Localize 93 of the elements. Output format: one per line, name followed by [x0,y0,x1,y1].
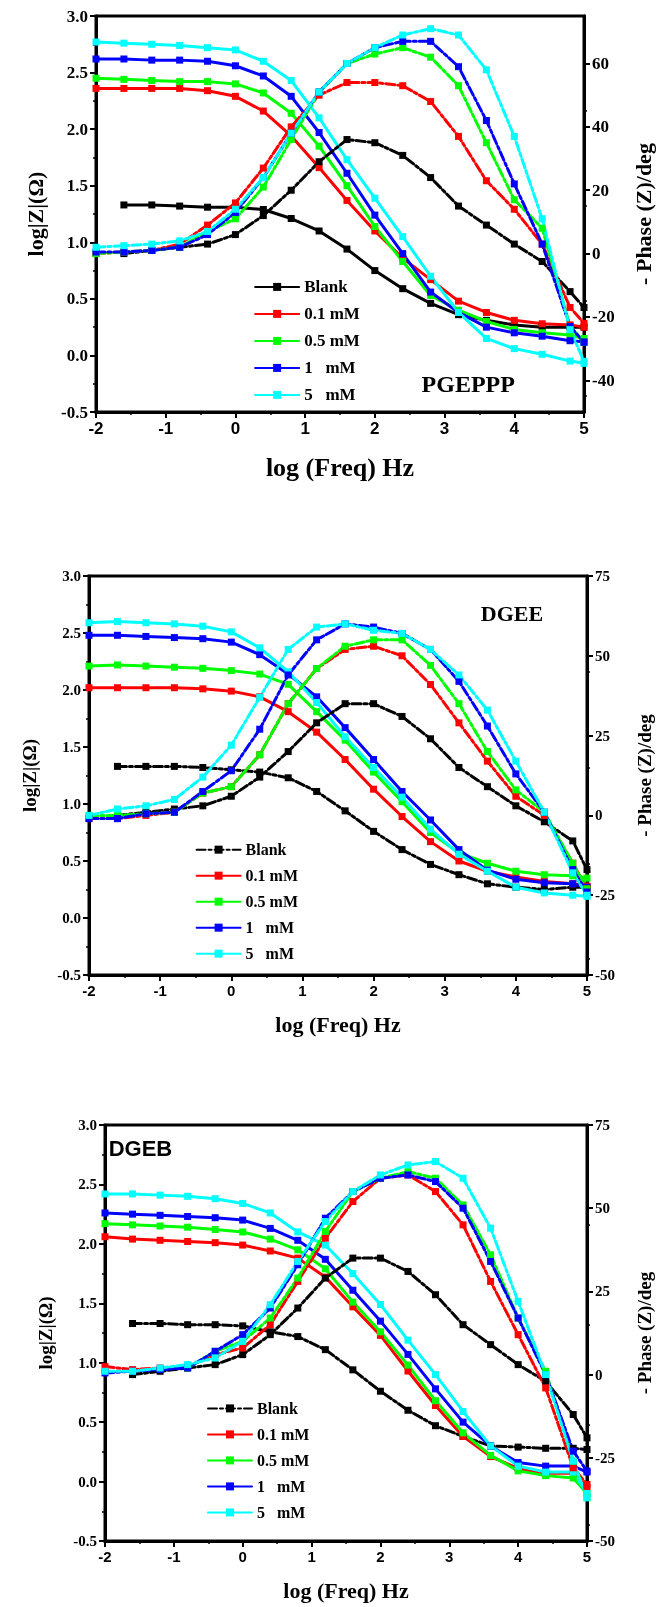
x-tick-label: 2 [376,1548,385,1565]
y-axis-title: log|Z|(Ω) [19,738,41,813]
legend-label: 1 mM [245,919,295,937]
legend-label: 5 mM [245,945,295,963]
x-tick-label: 5 [579,419,589,438]
x-tick-label: 0 [238,1548,247,1565]
x-tick-label: 1 [298,982,307,999]
legend-label: 1 mM [304,358,356,378]
x-tick-label: 0 [230,419,241,438]
legend-label: Blank [257,1399,299,1417]
x-tick-label: -1 [167,1548,181,1565]
y2-tick-label: 40 [592,117,609,137]
annotation: DGEB [108,1136,173,1162]
y-tick-label: 2.0 [66,119,88,139]
x-tick-label: 5 [582,1548,592,1565]
x-tick-label: 4 [511,982,521,999]
y-tick-label: -0.5 [61,402,88,422]
y2-tick-label: 75 [595,568,610,584]
y2-tick-label: 25 [595,1283,610,1300]
x-tick-label: 1 [307,1548,316,1565]
y-tick-label: 2.5 [62,625,81,641]
y2-axis-title: - Phase (Z)/deg [634,713,656,837]
x-tick-label: 0 [227,982,236,999]
y-axis-title: log|Z|(Ω) [22,171,48,257]
x-tick-label: 5 [582,982,592,999]
x-tick-label: 4 [509,419,520,438]
y2-tick-label: 0 [595,807,603,824]
x-tick-label: 1 [300,419,310,438]
y2-tick-label: 50 [595,1200,610,1217]
y-tick-label: 3.0 [78,1117,97,1133]
y-tick-label: 2.0 [78,1235,97,1252]
y-tick-label: 3.0 [62,568,81,584]
y2-tick-label: 75 [595,1117,610,1133]
legend-label: 5 mM [257,1503,306,1521]
x-axis-title: log (Freq) Hz [265,452,415,482]
legend-label: 0.1 mM [257,1425,310,1443]
x-tick-label: -2 [98,1548,112,1565]
y-tick-label: 2.5 [66,63,88,83]
y-tick-label: 0.0 [66,345,88,365]
y-tick-label: 2.5 [78,1176,97,1193]
y2-axis-title: - Phase (Z)/deg [630,143,656,285]
y-tick-label: 1.5 [62,739,81,755]
x-tick-label: 3 [445,1548,454,1565]
y2-tick-label: -50 [595,967,615,983]
x-tick-label: 2 [370,419,380,438]
y-tick-label: 0.5 [78,1414,97,1431]
y-tick-label: -0.5 [73,1533,97,1549]
x-tick-label: -2 [82,982,96,999]
y-tick-label: 2.0 [62,682,81,698]
y2-tick-label: -50 [595,1533,615,1549]
y-tick-label: 1.5 [78,1295,97,1312]
y-tick-label: 3.0 [66,6,88,26]
y-tick-label: 0.5 [66,289,88,309]
y-tick-label: -0.5 [57,967,81,983]
y-tick-label: 0.5 [62,853,81,869]
y2-tick-label: 50 [595,647,610,664]
y-tick-label: 1.0 [66,232,88,252]
y2-tick-label: 0 [595,1366,603,1383]
annotation: PGEPPP [421,371,515,398]
legend-label: 0.5 mM [245,893,299,911]
y2-tick-label: 25 [595,727,610,744]
legend-label: Blank [245,841,287,859]
x-tick-label: -1 [158,419,174,438]
legend-label: 5 mM [304,385,356,405]
legend-label: Blank [304,277,349,297]
legend-label: 1 mM [257,1477,306,1495]
x-tick-label: -1 [153,982,167,999]
y2-tick-label: 20 [592,180,609,200]
legend-label: 0.1 mM [245,867,299,885]
y-tick-label: 0.0 [62,910,81,926]
y-tick-label: 1.0 [62,796,81,812]
x-tick-label: 3 [439,419,450,438]
y-axis-title: log|Z|(Ω) [35,1296,57,1370]
y2-tick-label: 60 [592,54,609,74]
y2-axis-title: - Phase (Z)/deg [634,1271,656,1395]
y2-tick-label: -40 [592,370,615,390]
x-axis-title: log (Freq) Hz [275,1011,401,1037]
x-tick-label: -2 [88,419,104,438]
x-tick-label: 4 [513,1548,523,1565]
x-tick-label: 3 [440,982,449,999]
y2-tick-label: -20 [592,307,615,327]
x-tick-label: 2 [369,982,378,999]
y-tick-label: 1.5 [66,176,88,196]
y-tick-label: 0.0 [78,1473,97,1490]
y2-tick-label: 0 [592,244,601,264]
y-tick-label: 1.0 [78,1354,97,1371]
y2-tick-label: -25 [595,1449,615,1466]
x-axis-title: log (Freq) Hz [283,1577,409,1603]
legend-label: 0.1 mM [304,304,360,324]
y2-tick-label: -25 [595,887,615,904]
legend-label: 0.5 mM [304,331,360,351]
annotation: DGEE [480,600,544,626]
legend-label: 0.5 mM [257,1451,310,1469]
